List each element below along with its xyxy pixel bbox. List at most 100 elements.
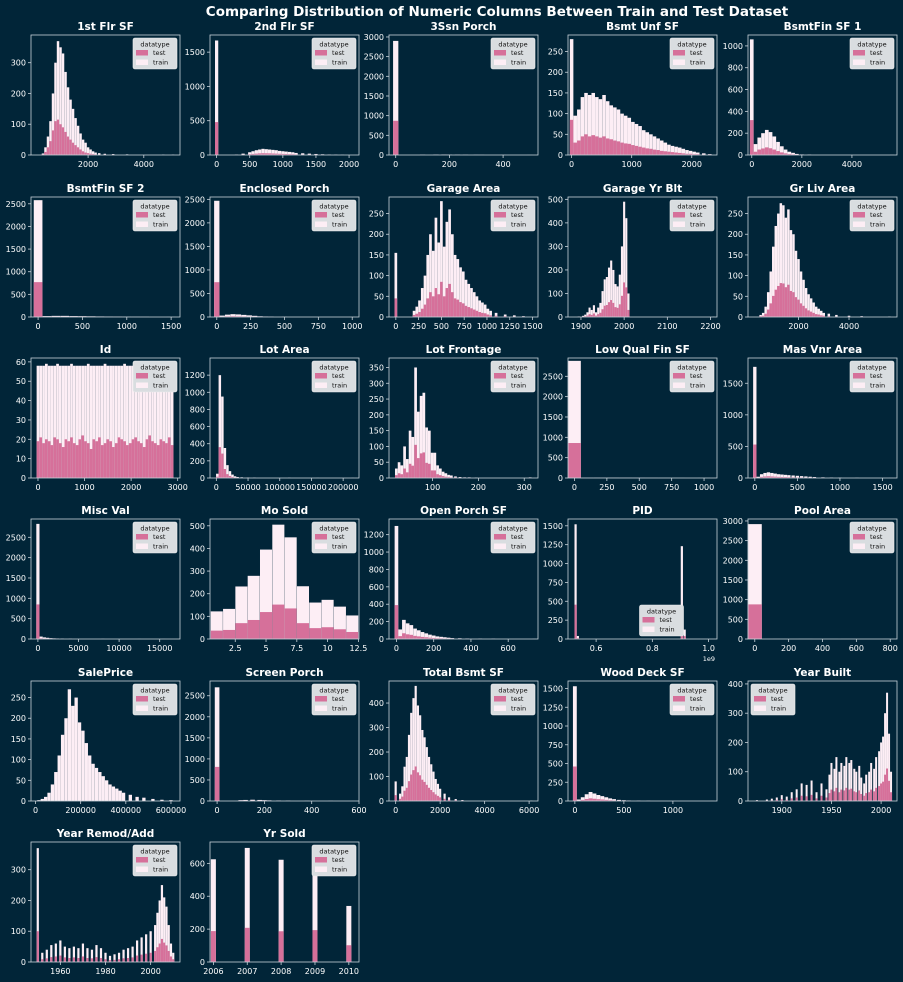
- test-bar: [151, 441, 154, 478]
- test-bar: [92, 439, 96, 478]
- panel-title: Garage Yr Blt: [603, 183, 682, 195]
- test-bar: [423, 781, 426, 801]
- legend-swatch-train: [853, 543, 865, 549]
- test-bar: [169, 956, 173, 962]
- test-bar: [100, 445, 104, 478]
- test-bar: [759, 476, 764, 478]
- train-bar: [228, 471, 232, 478]
- y-tick-label: 250: [548, 778, 563, 787]
- train-bar: [799, 271, 803, 317]
- test-bar: [634, 145, 639, 155]
- test-bar: [67, 441, 71, 478]
- train-bar: [663, 142, 668, 155]
- test-bar: [287, 154, 292, 155]
- y-tick-label: 0: [558, 635, 563, 644]
- train-bar: [402, 619, 406, 639]
- test-bar: [804, 308, 808, 317]
- y-tick-label: 1500: [185, 734, 205, 743]
- test-bar: [434, 288, 438, 317]
- test-bar: [423, 304, 427, 317]
- test-bar: [641, 147, 646, 155]
- test-bar: [590, 314, 593, 317]
- legend-label-test: test: [332, 211, 345, 219]
- train-bar: [612, 799, 616, 801]
- y-tick-label: 1500: [185, 242, 205, 251]
- train-bar: [595, 97, 599, 155]
- train-bar: [623, 115, 628, 155]
- y-tick-label: 1000: [543, 722, 563, 731]
- x-tick-label: 1000: [477, 322, 497, 331]
- axes-frame: [747, 680, 898, 802]
- test-bar: [863, 795, 866, 801]
- legend-label-test: test: [153, 533, 166, 541]
- train-bar: [670, 145, 675, 155]
- test-bar: [425, 462, 428, 478]
- y-tick-label: 600: [369, 583, 384, 592]
- histogram-panel: Bsmt Unf SF 0 50 100 150 200 250 0 1000 2000 datat…: [548, 21, 718, 169]
- train-bar: [420, 288, 424, 317]
- y-tick-label: 2500: [6, 533, 26, 542]
- train-bar: [301, 153, 305, 155]
- test-bar: [822, 315, 826, 317]
- train-bar: [835, 314, 838, 317]
- test-bar: [333, 629, 346, 639]
- train-bar: [439, 788, 442, 801]
- train-bar: [117, 365, 121, 478]
- test-bar: [783, 153, 788, 155]
- train-bar: [822, 312, 826, 317]
- test-bar: [78, 439, 82, 478]
- legend-swatch-train: [136, 59, 148, 65]
- test-bar: [774, 289, 778, 317]
- y-tick-label: 0: [558, 151, 563, 160]
- train-bar: [81, 139, 85, 155]
- train-bar: [448, 209, 451, 317]
- y-tick-label: 0: [200, 797, 205, 806]
- test-bar: [880, 783, 883, 801]
- x-exponent: 1e9: [703, 655, 715, 663]
- train-bar: [443, 637, 447, 639]
- legend-label-test: test: [870, 372, 883, 380]
- train-bar: [66, 87, 70, 155]
- x-tick-label: 1500: [872, 483, 892, 492]
- test-bar: [403, 468, 406, 478]
- y-tick-label: 200: [11, 89, 26, 98]
- train-bar: [33, 200, 43, 317]
- legend-label-train: train: [660, 626, 675, 634]
- train-bar: [394, 781, 397, 801]
- x-tick-label: 2000: [430, 806, 450, 815]
- train-bar: [394, 525, 399, 639]
- legend-label-test: test: [511, 211, 524, 219]
- train-bar: [111, 786, 116, 801]
- histogram-panel: Low Qual Fin SF 0 500 1000 1500 2000 2500 0 250 5…: [543, 344, 718, 492]
- train-bar: [405, 756, 408, 801]
- y-tick-label: 300: [728, 709, 743, 718]
- test-bar: [114, 443, 118, 478]
- train-bar: [890, 771, 893, 801]
- train-bar: [590, 309, 593, 317]
- test-bar: [410, 774, 413, 801]
- x-tick-label: 500: [75, 322, 90, 331]
- y-tick-label: 750: [548, 741, 563, 750]
- train-bar: [414, 367, 417, 478]
- test-bar: [692, 154, 696, 155]
- test-bar: [131, 439, 135, 478]
- test-bar: [623, 143, 628, 155]
- train-bar: [109, 365, 112, 478]
- test-bar: [153, 443, 157, 478]
- legend-label-test: test: [332, 372, 345, 380]
- test-bar: [95, 441, 99, 478]
- test-bar: [89, 153, 92, 155]
- train-bar: [592, 793, 597, 801]
- test-bar: [456, 299, 460, 317]
- train-bar: [248, 152, 252, 155]
- y-tick-label: 60: [16, 358, 26, 367]
- train-bar: [645, 132, 650, 155]
- legend-label-test: test: [153, 211, 166, 219]
- test-bar: [812, 312, 815, 317]
- test-bar: [769, 303, 772, 317]
- test-bar: [766, 476, 771, 478]
- train-bar: [873, 768, 876, 801]
- test-bar: [438, 475, 442, 478]
- train-bar: [291, 152, 295, 155]
